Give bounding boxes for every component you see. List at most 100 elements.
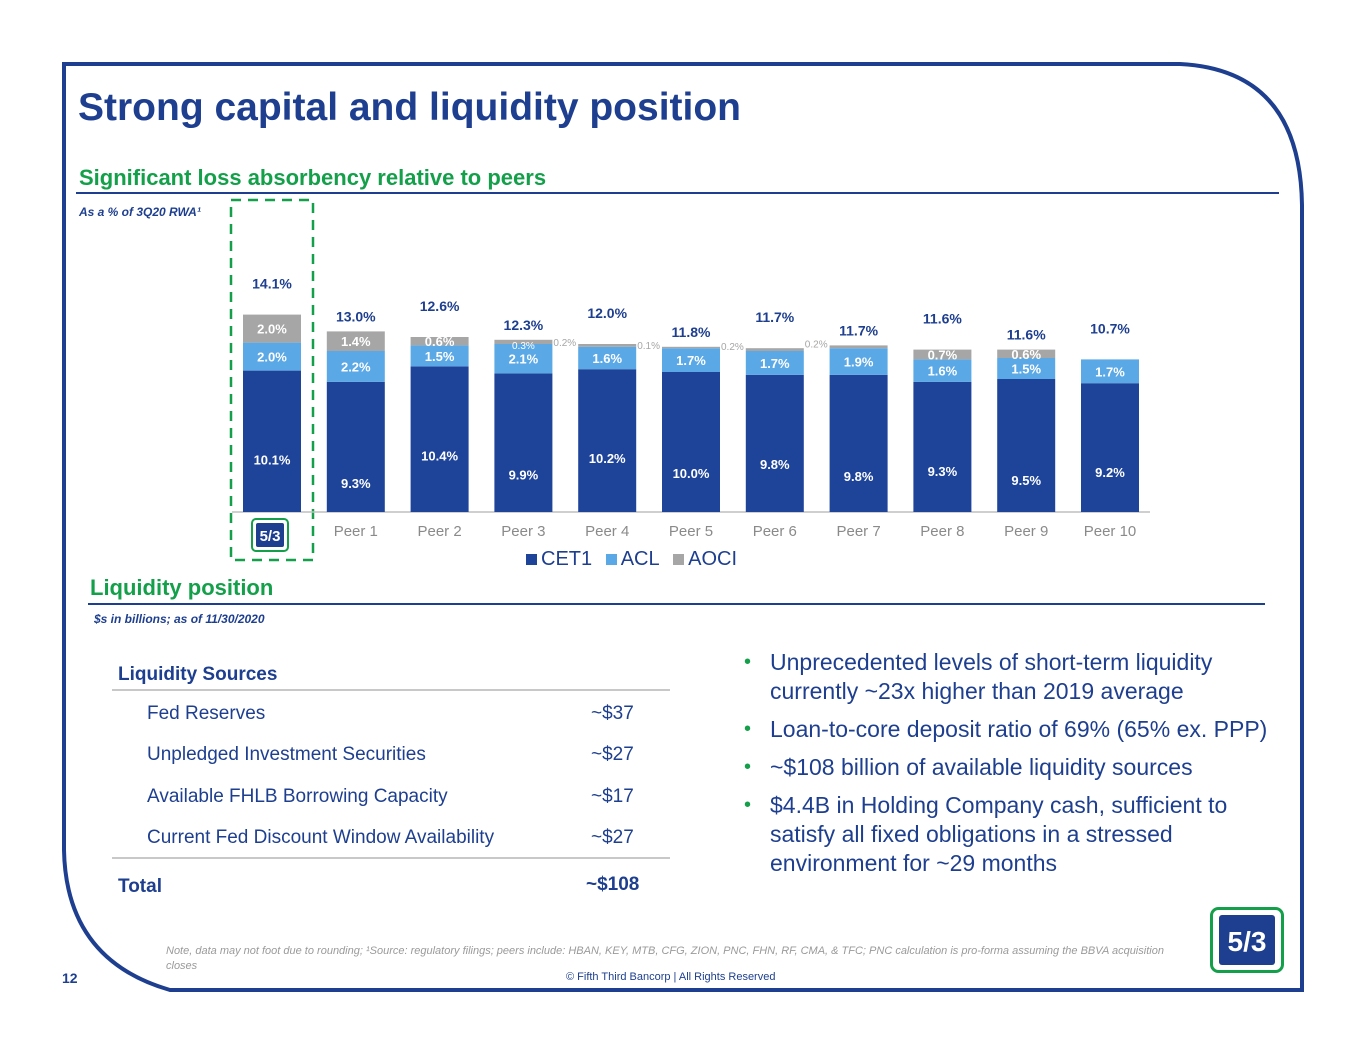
data-label-aoci: 0.6%	[425, 334, 455, 349]
data-label-acl: 1.7%	[1095, 364, 1125, 379]
data-label-aoci: 1.4%	[341, 334, 371, 349]
data-label-aoci: 0.2%	[553, 338, 576, 349]
data-label-acl: 1.5%	[1011, 362, 1041, 377]
bar-aoci	[662, 346, 720, 349]
table-row-value: ~$27	[591, 827, 634, 848]
bar-aoci	[997, 349, 1056, 358]
bar-cet1	[1081, 383, 1139, 512]
bar-cet1	[829, 374, 888, 512]
data-label-acl: 1.6%	[592, 351, 622, 366]
bullet-dot-icon: •	[744, 756, 752, 778]
data-label-total: 10.7%	[1090, 320, 1130, 336]
bullet-dot-icon: •	[744, 651, 752, 673]
data-label-acl: 1.7%	[760, 356, 790, 371]
legend-item-aoci: AOCI	[673, 548, 737, 571]
x-tick-label: Peer 6	[753, 523, 797, 540]
bar-cet1	[326, 381, 385, 512]
data-label-cet1: 10.4%	[421, 448, 458, 463]
bar-aoci	[243, 314, 301, 343]
x-tick-label: Peer 5	[669, 523, 713, 540]
data-label-cet1: 9.9%	[509, 467, 539, 482]
data-label-aoci: 0.7%	[928, 348, 958, 363]
table-row-label: Current Fed Discount Window Availability	[147, 827, 495, 848]
table-total-value: ~$108	[586, 874, 640, 895]
data-label-acl: 1.5%	[425, 349, 455, 364]
fifth-third-highlight-box	[229, 198, 315, 562]
bar-aoci	[913, 349, 972, 360]
copyright: © Fifth Third Bancorp | All Rights Reser…	[566, 971, 776, 983]
data-label-cet1: 9.8%	[760, 457, 790, 472]
page-title: Strong capital and liquidity position	[78, 86, 741, 129]
section-heading-liquidity: Liquidity position	[90, 575, 274, 600]
bar-acl	[662, 348, 720, 372]
data-label-aoci: 0.2%	[805, 339, 828, 350]
bar-acl	[243, 342, 301, 371]
chart-unit-note: As a % of 3Q20 RWA¹	[79, 205, 201, 219]
bar-acl	[829, 348, 888, 375]
table-total-label: Total	[118, 876, 162, 897]
data-label-cet1: 9.5%	[1011, 473, 1041, 488]
data-label-total: 11.8%	[672, 324, 711, 340]
bar-acl	[494, 344, 553, 374]
data-label-acl: 2.2%	[341, 359, 371, 374]
liquidity-unit-note: $s in billions; as of 11/30/2020	[94, 612, 265, 626]
section-divider	[88, 603, 1265, 605]
bar-cet1	[662, 372, 720, 512]
data-label-aoci: 0.3%	[512, 341, 535, 352]
data-label-cet1: 10.0%	[673, 466, 710, 481]
table-divider	[112, 857, 670, 859]
page-number: 12	[62, 970, 78, 986]
legend-item-acl: ACL	[605, 548, 660, 571]
data-label-total: 12.0%	[587, 305, 627, 321]
table-row-value: ~$17	[591, 786, 634, 807]
data-label-total: 13.0%	[336, 308, 376, 324]
logo-text: 5/3	[260, 528, 281, 545]
legend-item-cet1: CET1	[526, 548, 592, 571]
data-label-total: 11.6%	[923, 311, 962, 327]
data-label-total: 11.6%	[1007, 327, 1046, 343]
x-tick-label: Peer 1	[334, 523, 378, 540]
data-label-aoci: 0.2%	[721, 342, 744, 353]
bar-acl	[410, 345, 469, 367]
x-tick-label: Peer 2	[417, 523, 461, 540]
logo-text: 5/3	[1228, 926, 1267, 957]
bar-acl	[913, 359, 972, 382]
bar-aoci	[578, 344, 637, 347]
data-label-total: 12.3%	[504, 317, 544, 333]
footnote: Note, data may not foot due to rounding;…	[166, 945, 1164, 972]
section-divider	[76, 192, 1279, 194]
bullet-dot-icon: •	[744, 718, 752, 740]
table-row-value: ~$37	[591, 703, 634, 724]
bar-aoci	[829, 345, 888, 349]
data-label-cet1: 10.1%	[254, 453, 291, 468]
data-label-total: 11.7%	[839, 322, 878, 338]
bar-cet1	[410, 366, 469, 512]
data-label-acl: 2.1%	[509, 352, 539, 367]
bar-acl	[997, 358, 1056, 379]
data-label-cet1: 9.8%	[844, 469, 874, 484]
data-label-cet1: 9.3%	[341, 476, 371, 491]
x-tick-label: Peer 7	[836, 523, 880, 540]
x-tick-label: Peer 3	[501, 523, 545, 540]
data-label-aoci: 0.6%	[1011, 347, 1041, 362]
data-label-total: 14.1%	[252, 276, 292, 292]
data-label-aoci: 0.1%	[637, 341, 660, 352]
data-label-aoci: 2.0%	[257, 322, 287, 337]
bar-cet1	[745, 374, 804, 512]
x-tick-label: Peer 4	[585, 523, 629, 540]
data-label-total: 11.7%	[755, 309, 794, 325]
bullet-item: • Loan-to-core deposit ratio of 69% (65% …	[744, 716, 1268, 742]
table-row-value: ~$27	[591, 744, 634, 765]
bar-cet1	[494, 373, 553, 512]
data-label-total: 12.6%	[420, 298, 460, 314]
data-label-cet1: 10.2%	[589, 451, 626, 466]
x-tick-label: Peer 9	[1004, 523, 1048, 540]
fifth-third-logo-icon: 5/3	[1210, 907, 1284, 973]
x-tick-label: Peer 8	[920, 523, 964, 540]
chart-legend: CET1 ACL AOCI	[526, 548, 745, 571]
bar-cet1	[243, 370, 301, 512]
section-heading-loss-absorbency: Significant loss absorbency relative to …	[79, 165, 547, 190]
table-row-label: Available FHLB Borrowing Capacity	[147, 786, 448, 807]
data-label-acl: 1.7%	[676, 353, 706, 368]
